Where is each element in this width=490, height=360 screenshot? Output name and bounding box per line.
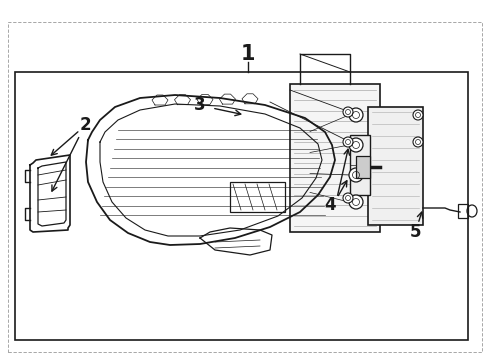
Bar (350, 135, 370, 195)
Ellipse shape (413, 110, 423, 120)
Bar (458, 204, 468, 218)
Ellipse shape (349, 168, 363, 182)
Text: 5: 5 (409, 223, 421, 241)
Text: 1: 1 (241, 44, 255, 64)
Ellipse shape (343, 107, 353, 117)
Bar (356, 156, 370, 178)
Bar (230, 182, 285, 212)
Text: 3: 3 (194, 96, 206, 114)
Ellipse shape (343, 137, 353, 147)
Ellipse shape (349, 195, 363, 209)
Ellipse shape (349, 108, 363, 122)
Ellipse shape (413, 137, 423, 147)
Bar (290, 84, 380, 232)
Bar (368, 107, 423, 225)
Ellipse shape (343, 193, 353, 203)
Text: 2: 2 (79, 116, 91, 134)
Text: 4: 4 (324, 196, 336, 214)
Bar (15, 72, 468, 340)
Ellipse shape (349, 138, 363, 152)
